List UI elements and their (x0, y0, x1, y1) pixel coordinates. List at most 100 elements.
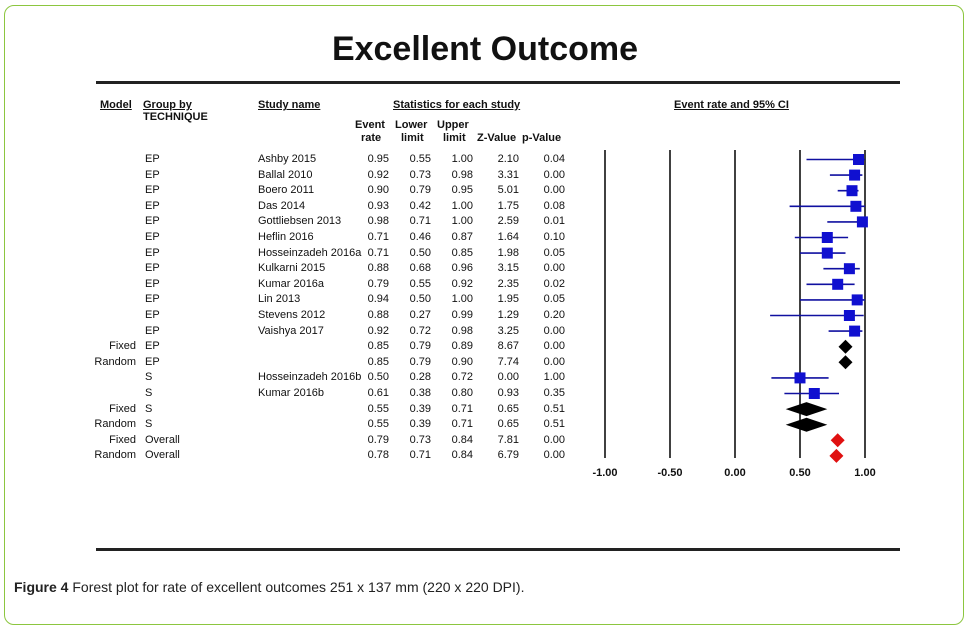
cell-lower: 0.68 (409, 262, 431, 275)
point-estimate-square (849, 169, 861, 181)
cell-upper: 0.98 (451, 168, 473, 181)
point-estimate-square (856, 216, 868, 228)
cell-lower: 0.79 (409, 355, 431, 368)
cell-group: Overall (145, 449, 180, 462)
cell-group: S (145, 402, 153, 415)
cell-p: 0.20 (543, 309, 565, 321)
cell-lower: 0.73 (409, 433, 431, 446)
cell-upper: 1.00 (451, 153, 473, 165)
cell-lower: 0.79 (409, 184, 431, 197)
cell-group: EP (145, 246, 160, 259)
cell-p: 0.04 (543, 153, 565, 165)
cell-z: 1.95 (497, 293, 519, 306)
cell-study: Ashby 2015 (258, 153, 317, 165)
cell-study: Lin 2013 (258, 293, 301, 306)
cell-group: EP (145, 184, 160, 197)
cell-model: Random (94, 449, 136, 462)
cell-rate: 0.55 (367, 418, 389, 431)
header-event: Event (355, 119, 385, 131)
cell-rate: 0.94 (367, 293, 389, 306)
header-plot: Event rate and 95% CI (674, 99, 789, 111)
cell-upper: 0.89 (451, 340, 473, 353)
cell-lower: 0.73 (409, 168, 431, 181)
chart-title: Excellent Outcome (331, 30, 639, 68)
cell-z: 8.67 (497, 340, 519, 353)
cell-group: EP (145, 262, 160, 275)
cell-rate: 0.78 (367, 449, 389, 462)
cell-rate: 0.71 (367, 231, 389, 243)
cell-rate: 0.93 (367, 199, 389, 212)
cell-lower: 0.79 (409, 340, 431, 353)
bottom-rule (96, 548, 900, 551)
cell-upper: 0.98 (451, 324, 473, 337)
cell-group: Overall (145, 433, 180, 446)
cell-z: 1.29 (497, 309, 519, 321)
cell-lower: 0.71 (409, 449, 431, 462)
header-upper: Upper (437, 119, 469, 131)
cell-rate: 0.95 (367, 153, 389, 165)
cell-upper: 1.00 (451, 293, 473, 306)
cell-z: 0.65 (497, 402, 519, 415)
cell-study: Kulkarni 2015 (258, 262, 326, 275)
cell-z: 1.64 (497, 231, 519, 243)
cell-p: 1.00 (543, 371, 565, 384)
cell-z: 6.79 (497, 449, 519, 462)
cell-rate: 0.79 (367, 277, 389, 290)
cell-upper: 0.71 (451, 402, 473, 415)
x-tick-label: -0.50 (657, 467, 682, 479)
cell-p: 0.00 (543, 433, 565, 446)
point-estimate-square (853, 154, 864, 165)
cell-group: EP (145, 153, 160, 165)
cell-p: 0.00 (543, 449, 565, 462)
point-estimate-square (850, 200, 862, 212)
cell-p: 0.00 (543, 324, 565, 337)
cell-p: 0.08 (543, 199, 565, 212)
cell-upper: 0.72 (451, 371, 473, 384)
cell-model: Fixed (109, 340, 136, 353)
cell-p: 0.02 (543, 277, 565, 290)
cell-upper: 0.71 (451, 418, 473, 431)
cell-upper: 1.00 (451, 199, 473, 212)
cell-rate: 0.85 (367, 340, 389, 353)
header-zvalue: Z-Value (477, 132, 517, 144)
cell-group: EP (145, 324, 160, 337)
cell-lower: 0.55 (409, 153, 431, 165)
cell-p: 0.00 (543, 168, 565, 181)
cell-z: 0.65 (497, 418, 519, 431)
cell-rate: 0.88 (367, 262, 389, 275)
point-estimate-square (843, 263, 855, 275)
point-estimate-square (808, 388, 820, 399)
cell-lower: 0.38 (409, 387, 431, 399)
cell-p: 0.10 (543, 231, 565, 243)
cell-p: 0.01 (543, 215, 565, 228)
cell-rate: 0.88 (367, 309, 389, 321)
cell-p: 0.05 (543, 293, 565, 306)
cell-lower: 0.42 (409, 199, 431, 212)
cell-z: 7.81 (497, 433, 519, 446)
cell-p: 0.00 (543, 340, 565, 353)
cell-group: EP (145, 168, 160, 181)
cell-upper: 0.85 (451, 246, 473, 259)
cell-lower: 0.55 (409, 277, 431, 290)
point-estimate-square (843, 310, 855, 321)
cell-group: S (145, 371, 153, 384)
pooled-diamond (838, 355, 853, 370)
cell-upper: 0.95 (451, 184, 473, 197)
cell-z: 3.15 (497, 262, 519, 275)
point-estimate-square (849, 325, 861, 337)
x-tick-label: -1.00 (592, 467, 617, 479)
pooled-diamond (829, 448, 844, 463)
figure-caption: Figure 4 Forest plot for rate of excelle… (14, 579, 524, 595)
point-estimate-square (821, 247, 833, 259)
pooled-diamond (785, 417, 828, 432)
cell-group: EP (145, 340, 160, 353)
cell-lower: 0.72 (409, 324, 431, 337)
cell-upper: 1.00 (451, 215, 473, 228)
cell-lower: 0.71 (409, 215, 431, 228)
cell-z: 3.25 (497, 324, 519, 337)
pooled-diamond (785, 402, 828, 417)
cell-lower: 0.50 (409, 293, 431, 306)
cell-study: Vaishya 2017 (258, 324, 324, 337)
cell-lower: 0.39 (409, 402, 431, 415)
